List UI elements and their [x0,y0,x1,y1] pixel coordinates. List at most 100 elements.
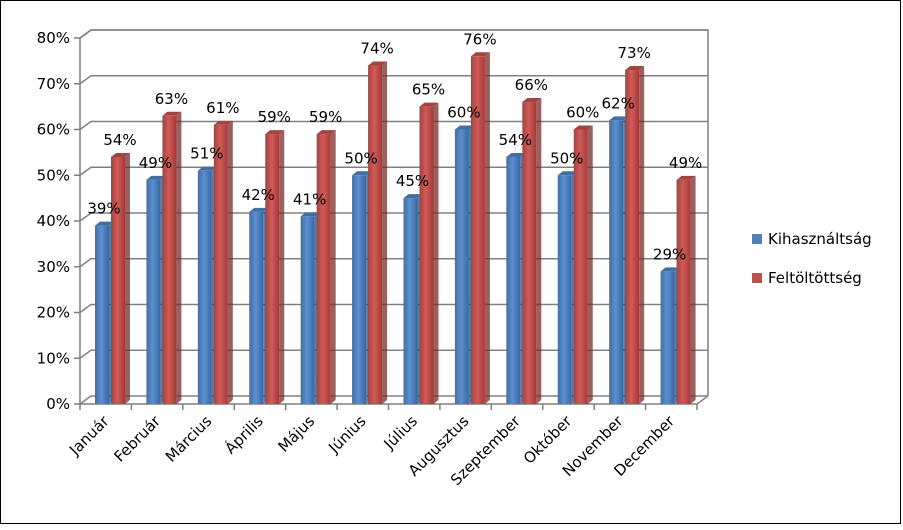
bar-side [690,175,696,404]
bar-top [609,116,629,121]
legend-swatch [752,273,762,283]
bar-front [213,124,228,405]
bar-top [470,52,490,57]
data-label: 59% [309,108,342,126]
bar-top [573,125,593,130]
bar-top [522,98,542,103]
bar-top [111,152,130,157]
data-label: 74% [360,39,393,57]
x-tick-label-marcius: Március [162,412,216,466]
gridline [79,303,708,314]
bar-front [676,179,691,404]
bar-front [316,134,331,404]
bar-side [382,61,388,404]
data-label: 63% [155,90,188,108]
bar-top [676,175,696,180]
bar-front [660,271,675,404]
data-label: 49% [139,154,172,172]
x-tick-label-januar: Január [65,412,113,460]
data-label: 29% [653,245,686,263]
bar-front [403,198,418,404]
bar-front [454,129,469,404]
bar-top [300,212,320,217]
gridline [79,349,708,359]
data-label: 62% [601,94,634,112]
legend-label: Feltöltöttség [768,269,862,287]
bar-feltoltottseg-marcius [213,120,233,405]
bar-top [403,194,423,199]
bar-front [368,65,383,404]
y-tick-label: 60% [37,121,70,139]
bar-front [470,56,485,405]
y-axis-tick-labels: 0% 10% 20% 30% 40% 50% 60% 70% 80% [37,29,70,413]
legend-label: Kihasználtság [768,230,872,248]
data-label: 60% [447,104,480,122]
y-tick-label: 20% [37,304,70,322]
bar-top [625,66,645,71]
bar-side [279,130,285,404]
bar-front [146,179,161,404]
bar-top [506,152,526,157]
bar-feltoltottseg-november [625,66,645,405]
bar-front [95,225,109,404]
bar-top [213,120,233,125]
x-tick-label-majus: Május [275,412,319,456]
bar-top [352,171,372,176]
bar-feltoltottseg-december [676,175,696,404]
bar-front [265,134,280,404]
gridline [79,29,708,39]
bar-front [249,211,264,404]
y-tick-label: 50% [37,166,70,184]
bar-feltoltottseg-februar [162,111,182,405]
bar-feltoltottseg-oktober [573,125,593,404]
data-label: 54% [499,131,532,149]
bar-front [419,106,434,404]
bar-feltoltottseg-aprilis [265,130,285,404]
data-label: 54% [103,131,136,149]
gridline [79,395,708,405]
legend: Kihasználtság Feltöltöttség [752,230,872,287]
data-label: 59% [258,108,291,126]
bar-top [419,102,439,107]
data-label: 50% [550,149,583,167]
bar-top [660,267,680,272]
bar-feltoltottseg-szeptember [522,98,542,405]
x-tick-label-februar: Február [111,412,165,466]
legend-item-kihasznaltsag: Kihasználtság [752,230,872,248]
bar-side [587,125,593,404]
bar-side [484,52,490,405]
bar-side [176,111,182,405]
data-label: 49% [669,154,702,172]
bar-top [316,130,336,135]
data-label: 65% [412,81,445,99]
y-tick-label: 70% [37,75,70,93]
bar-top [454,125,474,130]
gridline [79,75,708,85]
data-label: 73% [617,44,650,62]
bar-feltoltottseg-julius [419,102,439,404]
data-label: 61% [206,99,239,117]
bar-top [95,221,114,226]
gridlines [74,29,708,410]
bar-front [197,170,212,404]
data-label: 42% [242,186,275,204]
y-tick-label: 80% [37,29,70,47]
bar-top [368,61,388,66]
bar-top [265,130,285,135]
data-label: 76% [463,30,496,48]
bar-front [557,175,572,404]
bar-front [111,156,125,404]
x-tick-label-julius: Július [380,412,422,454]
x-tick-label-aprilis: Április [221,411,267,457]
bar-side [536,98,542,405]
data-label: 39% [87,200,120,218]
y-tick-label: 30% [37,258,70,276]
bar-side [125,152,130,404]
x-tick-label-junius: Június [324,412,369,457]
bar-front [609,120,624,404]
bar-front [352,175,367,404]
bar-side [330,130,336,404]
bar-front [300,216,315,404]
